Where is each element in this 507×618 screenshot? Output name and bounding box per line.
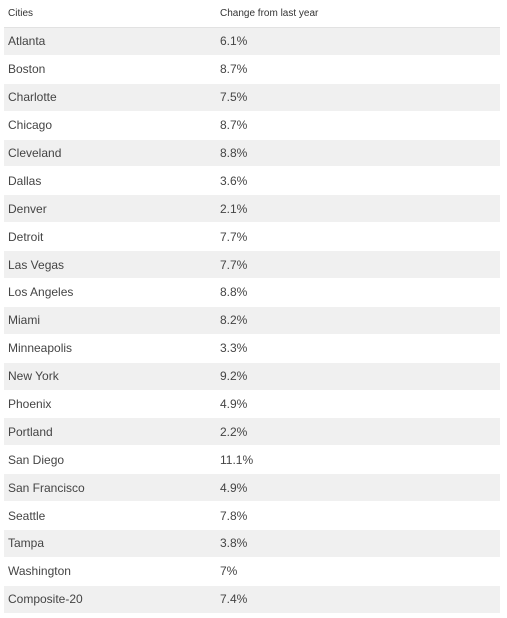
cell-change: 11.1% (220, 452, 254, 467)
cell-city: San Diego (8, 452, 65, 467)
table-row: Charlotte 7.5% (4, 83, 500, 112)
cell-change: 9.2% (220, 369, 248, 384)
table-row: Las Vegas 7.7% (4, 251, 500, 280)
table-body: Atlanta 6.1% Boston 8.7% Charlotte 7.5% Chicag… (4, 28, 500, 614)
table-header: Cities Change from last year (4, 0, 500, 28)
cell-change: 8.8% (220, 285, 248, 300)
cell-city: San Francisco (8, 480, 85, 495)
table-row: Detroit 7.7% (4, 223, 500, 252)
cell-city: Denver (8, 201, 47, 216)
cell-city: New York (8, 369, 59, 384)
table-row: New York 9.2% (4, 362, 500, 391)
cell-city: Seattle (8, 508, 46, 523)
table-row: Cleveland 8.8% (4, 139, 500, 168)
table-row: San Francisco 4.9% (4, 474, 500, 503)
table-row: Portland 2.2% (4, 418, 500, 447)
table-row: Composite-20 7.4% (4, 585, 500, 614)
cell-city: Dallas (8, 173, 42, 188)
cell-city: Tampa (8, 536, 45, 551)
cell-change: 8.7% (220, 118, 248, 133)
cell-city: Minneapolis (8, 341, 73, 356)
header-change: Change from last year (220, 8, 319, 19)
cell-change: 8.2% (220, 313, 248, 328)
table-row: Washington 7% (4, 557, 500, 586)
cell-change: 4.9% (220, 397, 248, 412)
cell-change: 4.9% (220, 480, 248, 495)
cell-city: Detroit (8, 229, 44, 244)
cell-change: 3.3% (220, 341, 248, 356)
cell-city: Cleveland (8, 146, 62, 160)
header-cities: Cities (8, 8, 34, 19)
table-row: Tampa 3.8% (4, 530, 500, 558)
cell-change: 7% (220, 564, 238, 579)
cell-change: 7.7% (220, 229, 248, 244)
cell-change: 8.7% (220, 62, 248, 77)
cell-city: Portland (8, 424, 53, 439)
cell-change: 7.4% (220, 592, 248, 607)
cell-city: Chicago (8, 118, 53, 133)
table-row: Phoenix 4.9% (4, 390, 500, 419)
cell-city: Charlotte (8, 90, 57, 105)
cell-city: Atlanta (8, 34, 46, 49)
table-row: Dallas 3.6% (4, 167, 500, 196)
table-row: Los Angeles 8.8% (4, 279, 500, 307)
cities-change-table: Cities Change from last year Atlanta 6.1%… (4, 0, 500, 614)
cell-city: Washington (8, 564, 71, 579)
table-row: Boston 8.7% (4, 55, 500, 84)
cell-change: 3.8% (220, 536, 248, 551)
cell-city: Las Vegas (8, 257, 65, 272)
cell-change: 7.5% (220, 90, 248, 105)
table-row: Minneapolis 3.3% (4, 334, 500, 363)
cell-change: 6.1% (220, 34, 248, 49)
table-row: San Diego 11.1% (4, 446, 500, 475)
cell-change: 2.2% (220, 424, 248, 439)
cell-change: 7.8% (220, 508, 248, 523)
table-row: Chicago 8.7% (4, 111, 500, 140)
table-row: Miami 8.2% (4, 306, 500, 335)
table-row: Seattle 7.8% (4, 502, 500, 531)
cell-change: 7.7% (220, 257, 248, 272)
cell-city: Los Angeles (8, 285, 74, 300)
cell-city: Phoenix (8, 397, 52, 412)
table-row: Atlanta 6.1% (4, 28, 500, 56)
cell-city: Boston (8, 62, 46, 77)
cell-change: 3.6% (220, 173, 248, 188)
cell-change: 8.8% (220, 146, 248, 160)
cell-city: Composite-20 (8, 592, 83, 607)
cell-city: Miami (8, 313, 40, 328)
cell-change: 2.1% (220, 201, 248, 216)
table-row: Denver 2.1% (4, 195, 500, 224)
